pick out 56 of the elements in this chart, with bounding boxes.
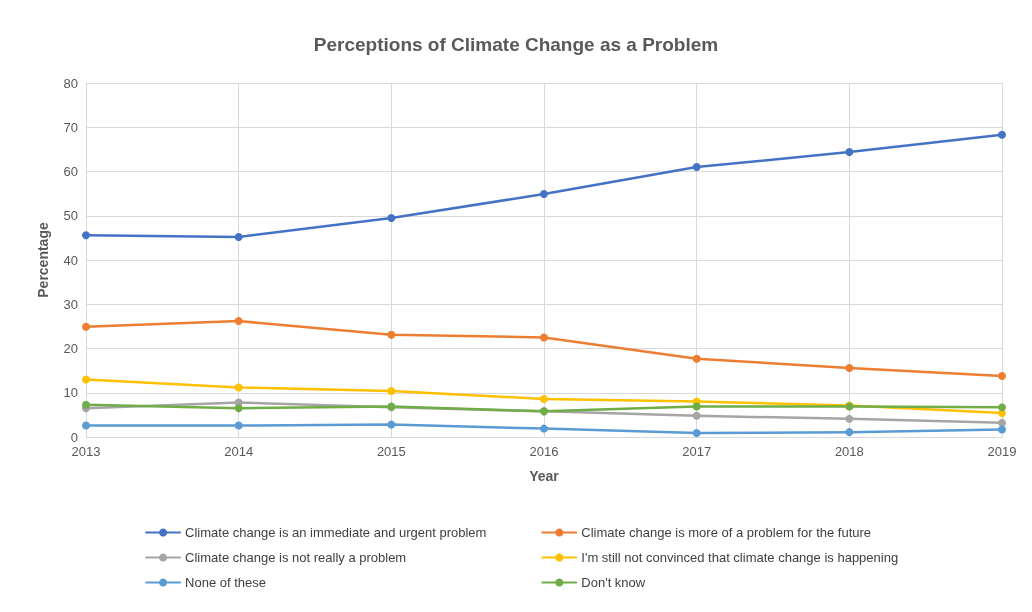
y-tick-label: 40 xyxy=(63,252,78,268)
point xyxy=(540,424,548,433)
legend-label: Don't know xyxy=(581,575,646,590)
point xyxy=(692,411,701,420)
y-tick-label: 0 xyxy=(70,429,78,445)
point xyxy=(234,421,243,430)
point xyxy=(692,429,701,438)
legend-label: Climate change is more of a problem for the future xyxy=(581,525,872,540)
x-axis-title: Year xyxy=(529,468,560,484)
point xyxy=(387,213,396,222)
y-tick-label: 80 xyxy=(63,75,78,91)
point xyxy=(82,421,90,430)
point xyxy=(998,403,1006,412)
x-tick-label: 2013 xyxy=(71,444,101,459)
x-tick-label: 2016 xyxy=(529,444,559,459)
point xyxy=(998,371,1006,380)
legend-label: I'm still not convinced that climate change is happening xyxy=(581,550,899,565)
y-tick-label: 20 xyxy=(63,341,78,356)
y-tick-label: 30 xyxy=(63,296,78,312)
chart-title: Perceptions of Climate Change as a Problem xyxy=(313,34,719,55)
point xyxy=(692,163,701,172)
point xyxy=(387,386,396,395)
legend-label: None of these xyxy=(185,575,267,590)
point xyxy=(82,400,90,409)
x-tick-label: 2014 xyxy=(224,444,254,459)
x-tick-label: 2019 xyxy=(987,444,1017,459)
point xyxy=(387,420,396,429)
point xyxy=(540,333,548,342)
y-tick-label: 10 xyxy=(63,385,78,401)
point xyxy=(234,232,243,241)
point xyxy=(540,190,548,199)
point xyxy=(234,404,243,413)
x-tick-label: 2015 xyxy=(376,444,406,459)
legend-label: Climate change is an immediate and urgent problem xyxy=(185,525,487,540)
point xyxy=(845,428,854,437)
point xyxy=(998,425,1006,434)
point xyxy=(845,363,854,372)
legend-label: Climate change is not really a problem xyxy=(185,550,407,565)
y-tick-label: 60 xyxy=(63,164,78,179)
point xyxy=(82,322,90,331)
point xyxy=(845,414,854,423)
y-tick-label: 50 xyxy=(63,208,78,224)
x-tick-label: 2017 xyxy=(682,444,712,459)
point xyxy=(692,354,701,363)
point xyxy=(82,375,90,384)
point xyxy=(82,231,90,240)
point xyxy=(234,383,243,392)
point xyxy=(845,148,854,157)
point xyxy=(387,330,396,339)
point xyxy=(540,394,548,403)
y-tick-label: 70 xyxy=(63,119,78,135)
point xyxy=(998,130,1006,139)
point xyxy=(234,317,243,326)
y-axis-title: Percentage xyxy=(35,222,51,298)
point xyxy=(692,402,701,411)
x-tick-label: 2018 xyxy=(834,444,864,459)
